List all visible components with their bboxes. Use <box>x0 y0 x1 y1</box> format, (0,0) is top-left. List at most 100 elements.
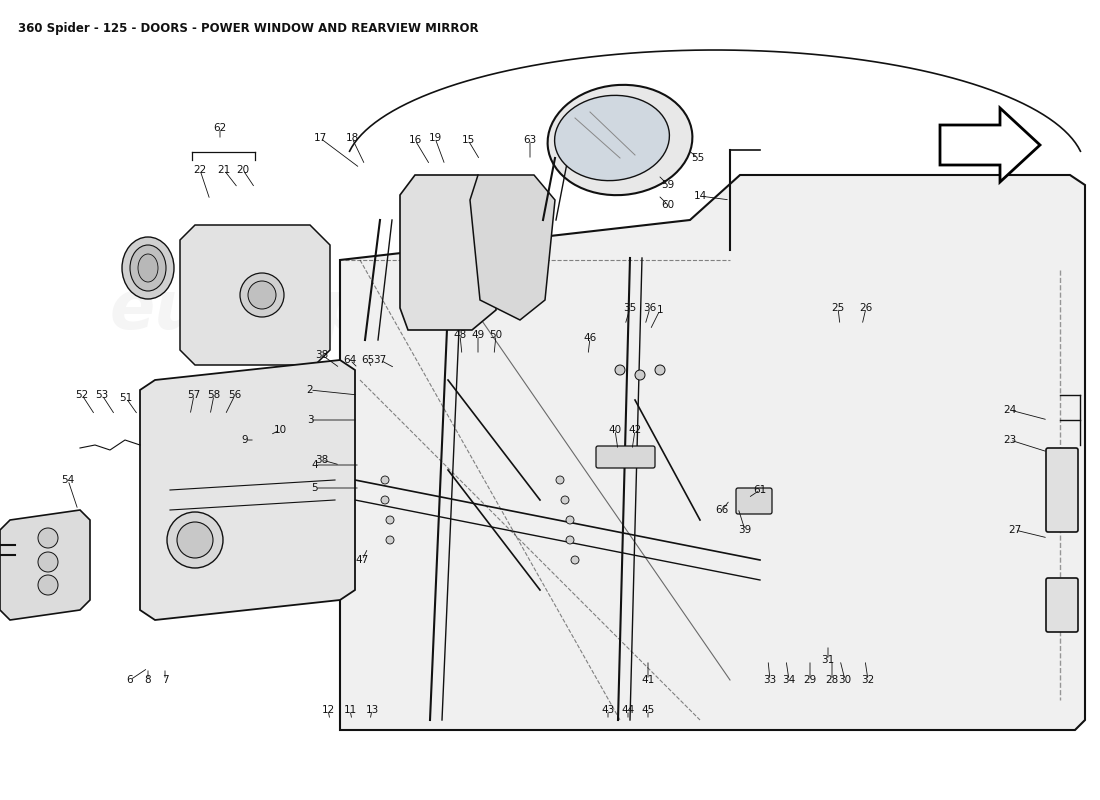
Polygon shape <box>340 175 1085 730</box>
Text: 16: 16 <box>408 135 421 145</box>
Text: 15: 15 <box>461 135 474 145</box>
Text: 18: 18 <box>345 133 359 143</box>
Text: 23: 23 <box>1003 435 1016 445</box>
Circle shape <box>566 516 574 524</box>
Circle shape <box>571 556 579 564</box>
FancyBboxPatch shape <box>1046 578 1078 632</box>
Circle shape <box>386 516 394 524</box>
Text: 34: 34 <box>782 675 795 685</box>
Text: 31: 31 <box>822 655 835 665</box>
Text: 2: 2 <box>307 385 314 395</box>
Text: 30: 30 <box>838 675 851 685</box>
Text: 32: 32 <box>861 675 875 685</box>
Text: eurospares: eurospares <box>409 487 830 553</box>
Text: 12: 12 <box>321 705 334 715</box>
Polygon shape <box>940 108 1040 182</box>
Polygon shape <box>180 225 330 365</box>
Circle shape <box>177 522 213 558</box>
Text: 59: 59 <box>661 180 674 190</box>
Text: 28: 28 <box>825 675 838 685</box>
Ellipse shape <box>554 95 670 181</box>
Text: 54: 54 <box>62 475 75 485</box>
Text: 52: 52 <box>76 390 89 400</box>
Text: 11: 11 <box>343 705 356 715</box>
Circle shape <box>39 528 58 548</box>
Text: 39: 39 <box>738 525 751 535</box>
Text: 19: 19 <box>428 133 441 143</box>
Text: 49: 49 <box>472 330 485 340</box>
Circle shape <box>167 512 223 568</box>
Text: 17: 17 <box>314 133 327 143</box>
Text: 65: 65 <box>362 355 375 365</box>
Text: 14: 14 <box>693 191 706 201</box>
Text: 37: 37 <box>373 355 386 365</box>
Text: 360 Spider - 125 - DOORS - POWER WINDOW AND REARVIEW MIRROR: 360 Spider - 125 - DOORS - POWER WINDOW … <box>18 22 478 35</box>
Circle shape <box>561 496 569 504</box>
Text: 5: 5 <box>311 483 318 493</box>
Ellipse shape <box>138 254 158 282</box>
Text: 40: 40 <box>608 425 622 435</box>
Text: 1: 1 <box>657 305 663 315</box>
Circle shape <box>654 365 666 375</box>
Circle shape <box>248 281 276 309</box>
Text: 3: 3 <box>307 415 314 425</box>
Circle shape <box>635 370 645 380</box>
Text: 25: 25 <box>832 303 845 313</box>
Text: 8: 8 <box>145 675 152 685</box>
Text: 38: 38 <box>316 455 329 465</box>
Circle shape <box>39 575 58 595</box>
Text: 33: 33 <box>763 675 777 685</box>
Text: 13: 13 <box>365 705 378 715</box>
Text: 48: 48 <box>453 330 466 340</box>
Text: 44: 44 <box>621 705 635 715</box>
Text: 21: 21 <box>218 165 231 175</box>
FancyBboxPatch shape <box>596 446 654 468</box>
Circle shape <box>39 552 58 572</box>
Text: 53: 53 <box>96 390 109 400</box>
Circle shape <box>556 476 564 484</box>
Text: 26: 26 <box>859 303 872 313</box>
Text: 64: 64 <box>343 355 356 365</box>
Text: 22: 22 <box>194 165 207 175</box>
Text: 29: 29 <box>803 675 816 685</box>
Circle shape <box>615 365 625 375</box>
Text: 58: 58 <box>208 390 221 400</box>
Polygon shape <box>0 510 90 620</box>
FancyBboxPatch shape <box>1046 448 1078 532</box>
Text: 57: 57 <box>187 390 200 400</box>
Text: 36: 36 <box>644 303 657 313</box>
Circle shape <box>381 496 389 504</box>
Text: 4: 4 <box>311 460 318 470</box>
Text: 9: 9 <box>242 435 249 445</box>
Text: 66: 66 <box>715 505 728 515</box>
Text: 62: 62 <box>213 123 227 133</box>
Circle shape <box>566 536 574 544</box>
Text: 6: 6 <box>126 675 133 685</box>
Text: 43: 43 <box>602 705 615 715</box>
Ellipse shape <box>548 85 692 195</box>
Text: 41: 41 <box>641 675 654 685</box>
Text: 45: 45 <box>641 705 654 715</box>
Text: 63: 63 <box>524 135 537 145</box>
Text: 47: 47 <box>355 555 368 565</box>
Text: 38: 38 <box>316 350 329 360</box>
Circle shape <box>240 273 284 317</box>
Text: 51: 51 <box>120 393 133 403</box>
Text: 55: 55 <box>692 153 705 163</box>
Text: 10: 10 <box>274 425 287 435</box>
Text: 60: 60 <box>661 200 674 210</box>
Text: 50: 50 <box>490 330 503 340</box>
Text: 35: 35 <box>624 303 637 313</box>
Ellipse shape <box>130 245 166 291</box>
Text: 46: 46 <box>583 333 596 343</box>
Text: 24: 24 <box>1003 405 1016 415</box>
Text: 20: 20 <box>236 165 250 175</box>
Text: 61: 61 <box>754 485 767 495</box>
Text: 7: 7 <box>162 675 168 685</box>
Circle shape <box>381 476 389 484</box>
Text: 56: 56 <box>229 390 242 400</box>
Text: eurospares: eurospares <box>109 277 530 343</box>
Circle shape <box>386 536 394 544</box>
Polygon shape <box>140 360 355 620</box>
FancyBboxPatch shape <box>736 488 772 514</box>
